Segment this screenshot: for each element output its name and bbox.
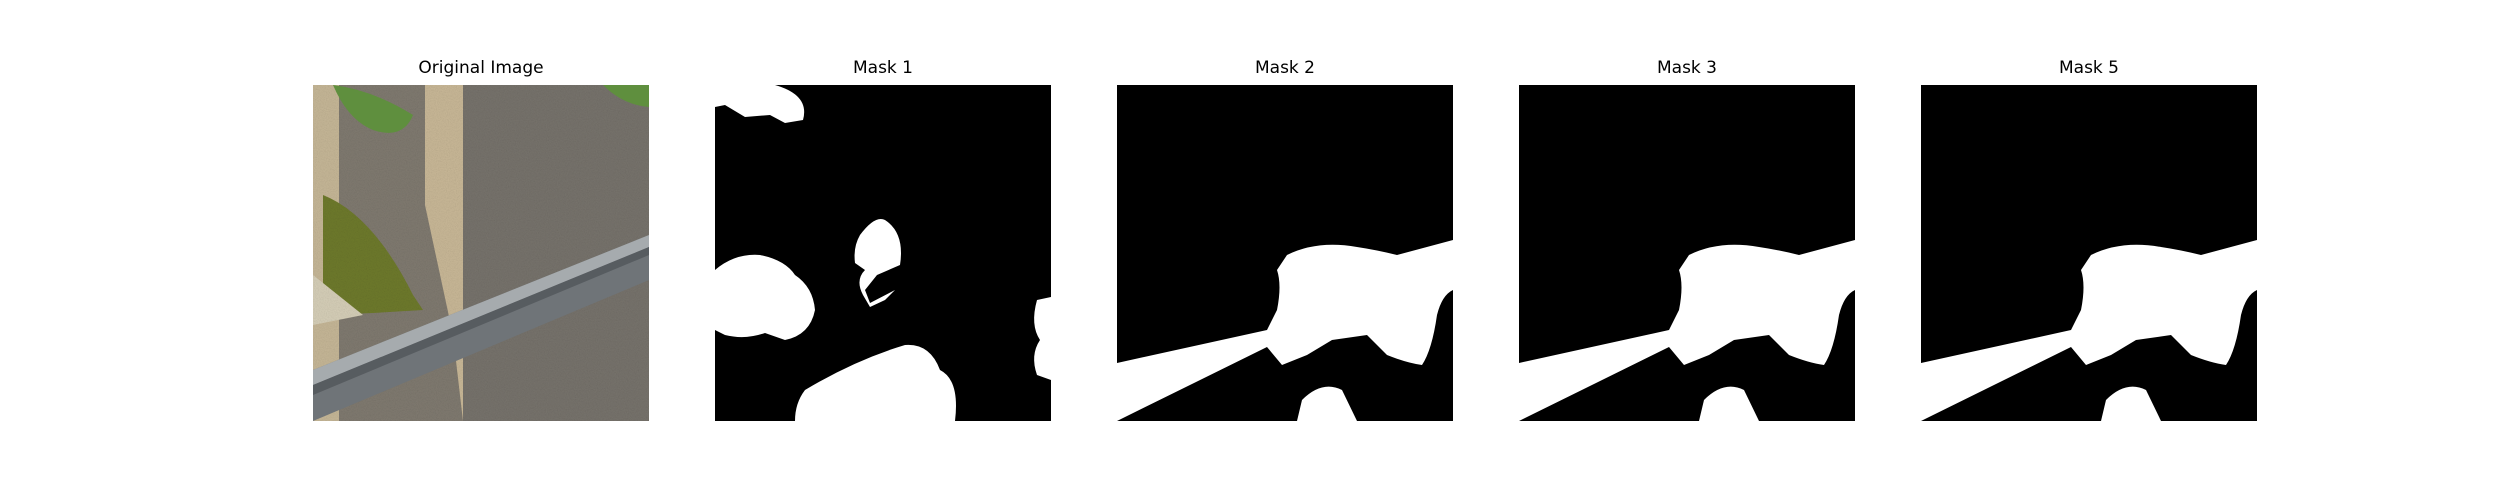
panel-mask-1: Mask 1 xyxy=(715,0,1051,500)
mask-2-image xyxy=(1117,85,1453,421)
panel-mask-3: Mask 3 xyxy=(1519,0,1855,500)
panel-original-image: Original Image xyxy=(313,0,649,500)
panel-title: Mask 1 xyxy=(852,58,913,78)
original-photo xyxy=(313,85,649,421)
mask-5-image xyxy=(1921,85,2257,421)
mask-3-image xyxy=(1519,85,1855,421)
panel-title: Mask 3 xyxy=(1656,58,1717,78)
mask-1-image xyxy=(715,85,1051,421)
panel-title: Mask 5 xyxy=(2058,58,2119,78)
panel-mask-5: Mask 5 xyxy=(1921,0,2257,500)
panel-title: Mask 2 xyxy=(1254,58,1315,78)
panel-title: Original Image xyxy=(418,58,544,78)
panel-mask-2: Mask 2 xyxy=(1117,0,1453,500)
